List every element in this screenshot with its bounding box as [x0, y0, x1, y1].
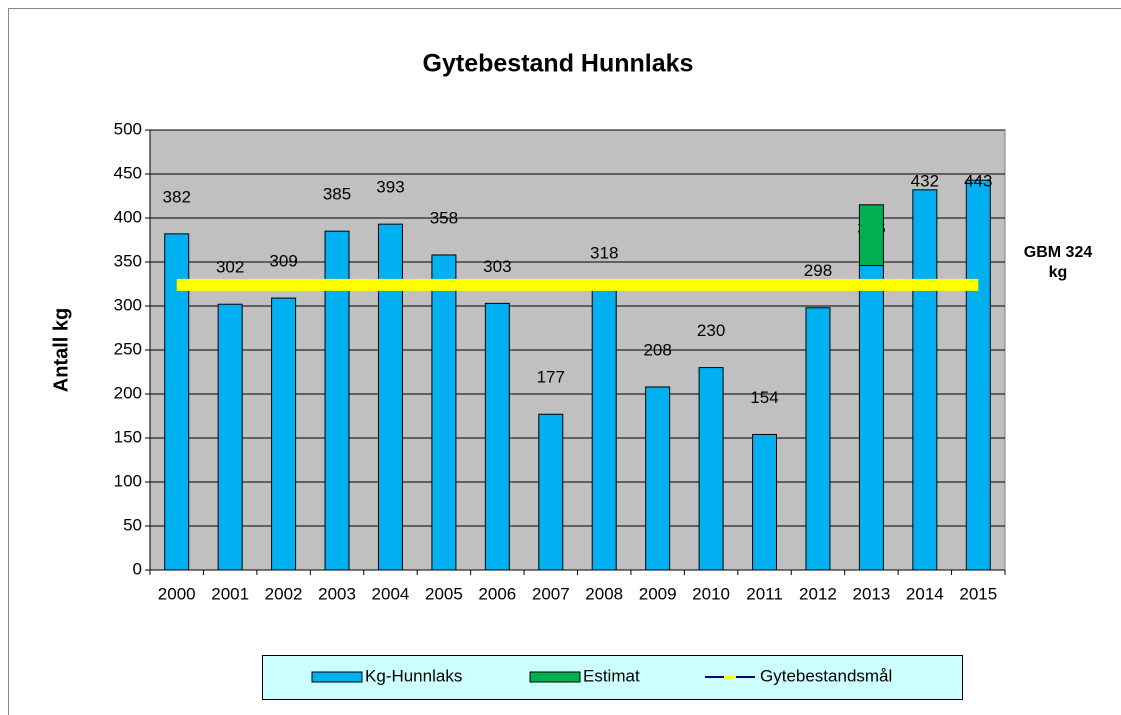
- data-label: 309: [269, 252, 297, 271]
- x-tick-label: 2000: [158, 584, 196, 603]
- data-label: 393: [376, 178, 404, 197]
- data-label: 177: [537, 368, 565, 387]
- y-tick-label: 350: [114, 251, 142, 270]
- legend-label: Estimat: [583, 666, 640, 685]
- bar: [912, 189, 938, 571]
- data-label: 382: [163, 187, 191, 206]
- x-tick-label: 2007: [532, 584, 570, 603]
- y-tick-label: 0: [133, 559, 142, 578]
- bar: [965, 179, 991, 571]
- bar: [752, 433, 778, 571]
- y-tick-label: 150: [114, 427, 142, 446]
- bar: [698, 367, 724, 571]
- x-tick-label: 2002: [265, 584, 303, 603]
- data-label: 318: [590, 244, 618, 263]
- annotation: GBM 324 kg: [1023, 244, 1093, 281]
- y-tick-label: 500: [114, 119, 142, 138]
- bar: [484, 302, 510, 571]
- y-tick-label: 300: [114, 295, 142, 314]
- x-tick-label: 2015: [959, 584, 997, 603]
- x-tick-label: 2012: [799, 584, 837, 603]
- y-tick-label: 450: [114, 163, 142, 182]
- bar: [271, 297, 297, 571]
- data-label: 208: [643, 340, 671, 359]
- legend-swatch: [311, 671, 363, 683]
- chart-border: [8, 8, 1121, 715]
- bar: [805, 307, 831, 571]
- x-tick-label: 2010: [692, 584, 730, 603]
- legend-label: Gytebestandsmål: [760, 666, 892, 685]
- x-tick-label: 2005: [425, 584, 463, 603]
- data-label: 303: [483, 257, 511, 276]
- data-label: 432: [911, 171, 939, 190]
- chart-title: Gytebestand Hunnlaks: [423, 50, 694, 78]
- x-tick-label: 2011: [746, 584, 783, 603]
- x-tick-label: 2013: [852, 584, 890, 603]
- data-label: 230: [697, 321, 725, 340]
- data-label: 385: [323, 185, 351, 204]
- data-label: 298: [804, 261, 832, 280]
- data-label: 154: [750, 388, 778, 407]
- bar: [591, 289, 617, 571]
- data-label: 302: [216, 258, 244, 277]
- x-tick-label: 2003: [318, 584, 356, 603]
- legend-box: [262, 655, 963, 700]
- legend-label: Kg-Hunnlaks: [365, 666, 462, 685]
- legend-swatch: [529, 671, 581, 683]
- bar: [217, 303, 243, 571]
- data-label: 443: [964, 171, 992, 190]
- y-tick-label: 250: [114, 339, 142, 358]
- bar: [377, 223, 403, 571]
- x-tick-label: 2009: [639, 584, 677, 603]
- bar: [431, 254, 457, 571]
- bar: [858, 265, 884, 571]
- x-tick-label: 2014: [906, 584, 944, 603]
- x-tick-label: 2001: [211, 584, 249, 603]
- data-label: 358: [430, 208, 458, 227]
- y-tick-label: 400: [114, 207, 142, 226]
- x-tick-label: 2006: [478, 584, 516, 603]
- y-axis-title: Antall kg: [50, 308, 72, 392]
- x-tick-label: 2004: [372, 584, 410, 603]
- y-tick-label: 100: [114, 471, 142, 490]
- bar: [645, 386, 671, 571]
- y-tick-label: 200: [114, 383, 142, 402]
- bar: [538, 413, 564, 571]
- x-tick-label: 2008: [585, 584, 623, 603]
- bar: [858, 204, 884, 267]
- y-tick-label: 50: [123, 515, 142, 534]
